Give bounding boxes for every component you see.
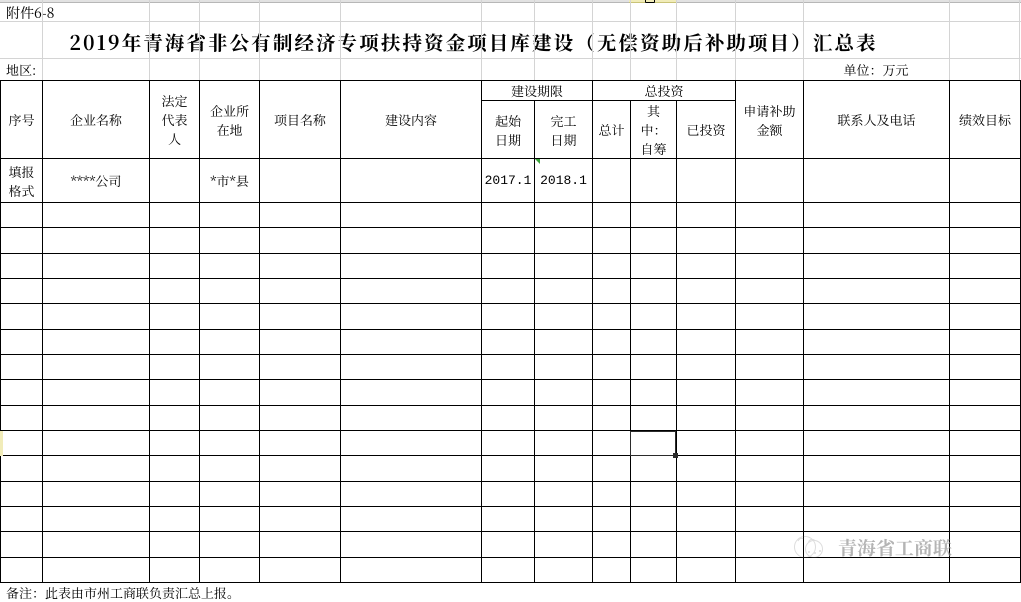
- svg-text:青海省工商联: 青海省工商联: [838, 534, 952, 561]
